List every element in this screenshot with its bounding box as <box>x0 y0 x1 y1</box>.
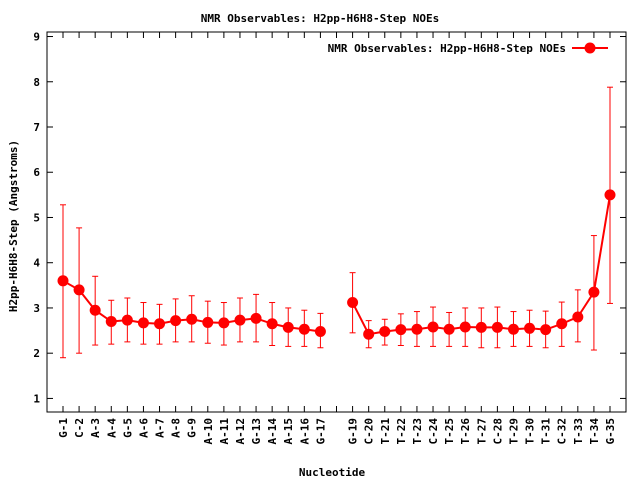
data-point <box>572 311 584 323</box>
data-point <box>459 321 471 333</box>
data-point <box>250 312 262 324</box>
plot-area <box>46 31 627 413</box>
data-point <box>588 286 600 298</box>
data-point <box>218 317 230 329</box>
x-tick-label: T-26 <box>459 418 472 445</box>
data-point <box>57 275 69 287</box>
y-tick-label: 1 <box>33 392 40 405</box>
x-tick-label: A-15 <box>282 418 295 445</box>
x-tick-label: A-7 <box>154 418 167 438</box>
x-tick-label: G-13 <box>250 418 263 445</box>
data-point <box>363 328 375 340</box>
y-tick-label: 3 <box>33 302 40 315</box>
data-point <box>540 324 552 336</box>
x-tick-label: G-35 <box>604 418 617 445</box>
data-point <box>137 317 149 329</box>
x-tick-label: T-30 <box>524 418 537 445</box>
data-point <box>266 318 278 330</box>
data-point <box>443 323 455 335</box>
data-point <box>604 189 616 201</box>
y-tick-label: 5 <box>33 211 40 224</box>
y-tick-label: 9 <box>33 31 40 44</box>
x-tick-label: T-33 <box>572 418 585 445</box>
x-tick-label: T-31 <box>540 418 553 445</box>
data-point <box>170 315 182 327</box>
x-tick-label: A-12 <box>234 418 247 445</box>
data-point <box>89 304 101 316</box>
y-tick-label: 2 <box>33 347 40 360</box>
series-lines <box>62 194 611 336</box>
data-point <box>186 313 198 325</box>
data-point <box>427 321 439 333</box>
data-point <box>379 325 391 337</box>
x-tick-label: G-1 <box>57 418 70 438</box>
x-tick-label: A-3 <box>89 418 102 438</box>
x-tick-label: G-17 <box>314 418 327 445</box>
y-tick-label: 6 <box>33 166 40 179</box>
series-points <box>57 189 616 340</box>
y-tick-label: 8 <box>33 76 40 89</box>
x-tick-label: T-29 <box>507 418 520 445</box>
legend: NMR Observables: H2pp-H6H8-Step NOEs <box>328 42 608 55</box>
x-tick-label: T-21 <box>379 418 392 445</box>
plot-frame <box>46 31 627 413</box>
x-tick-label: G-19 <box>347 418 360 445</box>
x-tick-label: T-23 <box>411 418 424 445</box>
data-point <box>73 284 85 296</box>
data-point <box>314 325 326 337</box>
x-tick-label: A-11 <box>218 418 231 445</box>
legend-marker <box>584 42 596 54</box>
data-point <box>507 323 519 335</box>
x-tick-label: T-27 <box>475 418 488 445</box>
y-tick-label: 7 <box>33 121 40 134</box>
data-point <box>202 316 214 328</box>
x-tick-label: A-16 <box>298 418 311 445</box>
data-point <box>475 321 487 333</box>
data-point <box>524 322 536 334</box>
data-point <box>411 323 423 335</box>
data-point <box>105 316 117 328</box>
data-point <box>556 318 568 330</box>
x-tick-label: A-4 <box>105 418 118 438</box>
data-point <box>491 321 503 333</box>
legend-label: NMR Observables: H2pp-H6H8-Step NOEs <box>328 42 566 55</box>
x-tick-label: C-32 <box>556 418 569 445</box>
data-point <box>234 314 246 326</box>
data-point <box>298 323 310 335</box>
data-point <box>154 318 166 330</box>
x-tick-label: C-24 <box>427 418 440 445</box>
y-axis-label: H2pp-H6H8-Step (Angstroms) <box>7 140 20 312</box>
x-tick-label: A-8 <box>170 418 183 438</box>
x-tick-label: G-5 <box>121 418 134 438</box>
y-axis: 1 2 3 4 5 6 7 8 9 <box>33 31 626 405</box>
x-tick-label: T-25 <box>443 418 456 445</box>
x-axis: G-1 C-2 A-3 A-4 G-5 A-6 A-7 A-8 G-9 A-10 A-11 A-12 G… <box>57 32 617 445</box>
chart-title: NMR Observables: H2pp-H6H8-Step NOEs <box>201 12 439 25</box>
y-tick-label: 4 <box>33 257 40 270</box>
data-point <box>347 297 359 309</box>
data-point <box>282 321 294 333</box>
data-point <box>121 314 133 326</box>
x-tick-label: A-10 <box>202 418 215 445</box>
x-tick-label: G-9 <box>186 418 199 438</box>
x-tick-label: T-34 <box>588 418 601 445</box>
x-tick-label: T-22 <box>395 418 408 445</box>
x-tick-label: C-2 <box>73 418 86 438</box>
x-axis-label: Nucleotide <box>299 466 366 479</box>
error-bars <box>60 86 613 359</box>
x-tick-label: C-28 <box>491 418 504 445</box>
x-tick-label: A-14 <box>266 418 279 445</box>
data-point <box>395 324 407 336</box>
x-tick-label: A-6 <box>137 418 150 438</box>
x-tick-label: C-20 <box>363 418 376 445</box>
